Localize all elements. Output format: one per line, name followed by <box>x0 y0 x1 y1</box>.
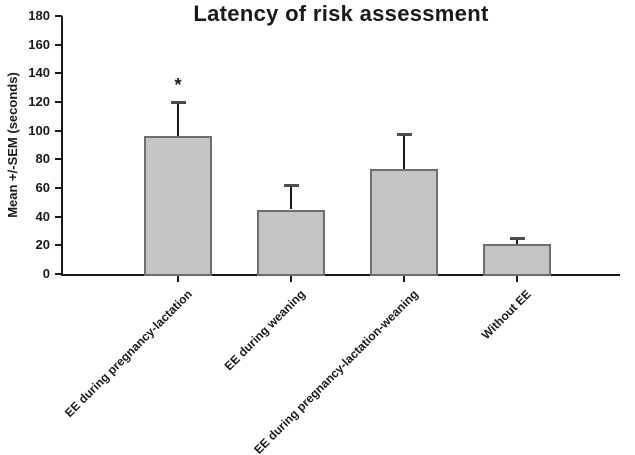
y-tick-mark <box>55 101 62 103</box>
y-tick-mark <box>55 43 62 46</box>
y-tick-label: 20 <box>35 237 50 253</box>
x-axis-line <box>61 274 620 276</box>
y-tick-label: 0 <box>42 266 50 281</box>
y-tick-label: 80 <box>35 151 50 167</box>
y-tick-mark <box>55 244 62 247</box>
bar <box>144 136 212 276</box>
x-category-label: EE during weaning <box>221 287 308 374</box>
y-axis-label: Mean +/-SEM (seconds) <box>5 72 20 218</box>
bar <box>370 169 438 276</box>
error-bar-cap <box>283 184 299 188</box>
x-tick-mark <box>516 276 518 282</box>
error-bar-line <box>403 133 405 170</box>
bar <box>257 209 325 276</box>
x-tick-mark <box>290 276 292 282</box>
y-tick-label: 100 <box>28 122 50 138</box>
x-category-label: EE during pregnancy-lactation <box>61 287 195 420</box>
y-tick-label: 180 <box>28 8 50 23</box>
y-tick-mark <box>55 158 62 161</box>
y-tick-mark <box>55 187 62 189</box>
y-tick-mark <box>55 215 62 218</box>
error-bar-line <box>177 102 179 137</box>
significance-star: * <box>174 75 182 95</box>
error-bar-line <box>516 238 518 244</box>
x-tick-mark <box>403 276 405 282</box>
y-tick-label: 40 <box>35 208 50 224</box>
error-bar-cap <box>509 237 525 241</box>
x-category-label: Without EE <box>478 287 534 343</box>
y-tick-mark <box>55 273 62 275</box>
y-tick-mark <box>55 72 62 75</box>
y-axis-line <box>61 16 63 276</box>
y-tick-mark <box>55 129 62 132</box>
x-tick-mark <box>177 276 179 282</box>
chart-title: Latency of risk assessment <box>193 1 489 26</box>
y-tick-label: 140 <box>28 65 50 81</box>
y-tick-mark <box>55 15 62 17</box>
y-tick-label: 120 <box>28 94 50 109</box>
y-tick-label: 60 <box>35 180 50 195</box>
error-bar-cap <box>170 101 186 104</box>
y-tick-label: 160 <box>28 36 50 52</box>
error-bar-cap <box>396 132 412 136</box>
bar <box>483 243 551 276</box>
error-bar-line <box>290 185 292 210</box>
